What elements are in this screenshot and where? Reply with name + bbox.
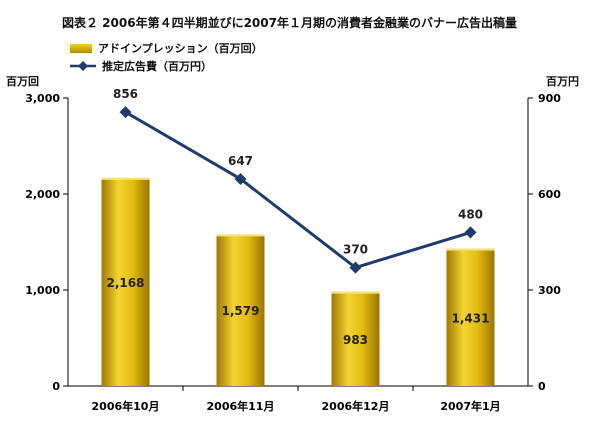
y-left-tick-label: 2,000 <box>25 188 60 201</box>
x-tick-label: 2006年12月 <box>322 399 390 413</box>
legend-item-impressions: アドインプレッション（百万回） <box>70 40 263 56</box>
line-data-label: 647 <box>228 154 253 168</box>
y-right-tick-label: 0 <box>538 380 546 393</box>
bar-top-highlight <box>331 291 380 294</box>
ad-spend-point <box>234 172 247 185</box>
y-left-tick-label: 0 <box>52 380 60 393</box>
x-tick-label: 2006年10月 <box>92 399 160 413</box>
y-left-axis-label: 百万回 <box>6 75 39 88</box>
bar-top-highlight <box>446 248 495 251</box>
x-tick-label: 2007年1月 <box>440 399 500 413</box>
bar-data-label: 2,168 <box>107 276 145 290</box>
y-right-tick-label: 900 <box>538 92 561 105</box>
y-left-tick-label: 1,000 <box>25 284 60 297</box>
bar-top-highlight <box>216 234 265 237</box>
y-left-tick-label: 3,000 <box>25 92 60 105</box>
x-tick-label: 2006年11月 <box>207 399 275 413</box>
bar <box>331 291 380 386</box>
bar-data-label: 983 <box>343 333 368 347</box>
line-data-label: 370 <box>343 243 368 257</box>
bar <box>216 234 265 386</box>
bar <box>446 248 495 386</box>
y-right-axis-label: 百万円 <box>546 75 579 88</box>
ad-spend-line <box>124 110 471 270</box>
ad-spend-point <box>349 261 362 274</box>
bar-data-label: 1,431 <box>452 311 490 325</box>
bar-top-highlight <box>101 177 150 180</box>
bar <box>101 177 150 386</box>
chart-title: 図表２ 2006年第４四半期並びに2007年１月期の消費者金融業のバナー広告出稿… <box>62 16 517 30</box>
y-right-tick-label: 300 <box>538 284 561 297</box>
legend-label-ad-spend: 推定広告費（百万円） <box>102 60 212 73</box>
legend-line-swatch <box>70 61 96 71</box>
ad-spend-point <box>119 106 132 119</box>
legend-item-ad-spend: 推定広告費（百万円） <box>70 58 212 74</box>
legend-label-impressions: アドインプレッション（百万回） <box>98 42 263 55</box>
legend-bar-swatch <box>70 43 92 53</box>
ad-spend-point <box>464 226 477 239</box>
y-right-tick-label: 600 <box>538 188 561 201</box>
line-data-label: 856 <box>113 87 138 101</box>
line-data-label: 480 <box>458 207 483 221</box>
bar-data-label: 1,579 <box>222 304 260 318</box>
